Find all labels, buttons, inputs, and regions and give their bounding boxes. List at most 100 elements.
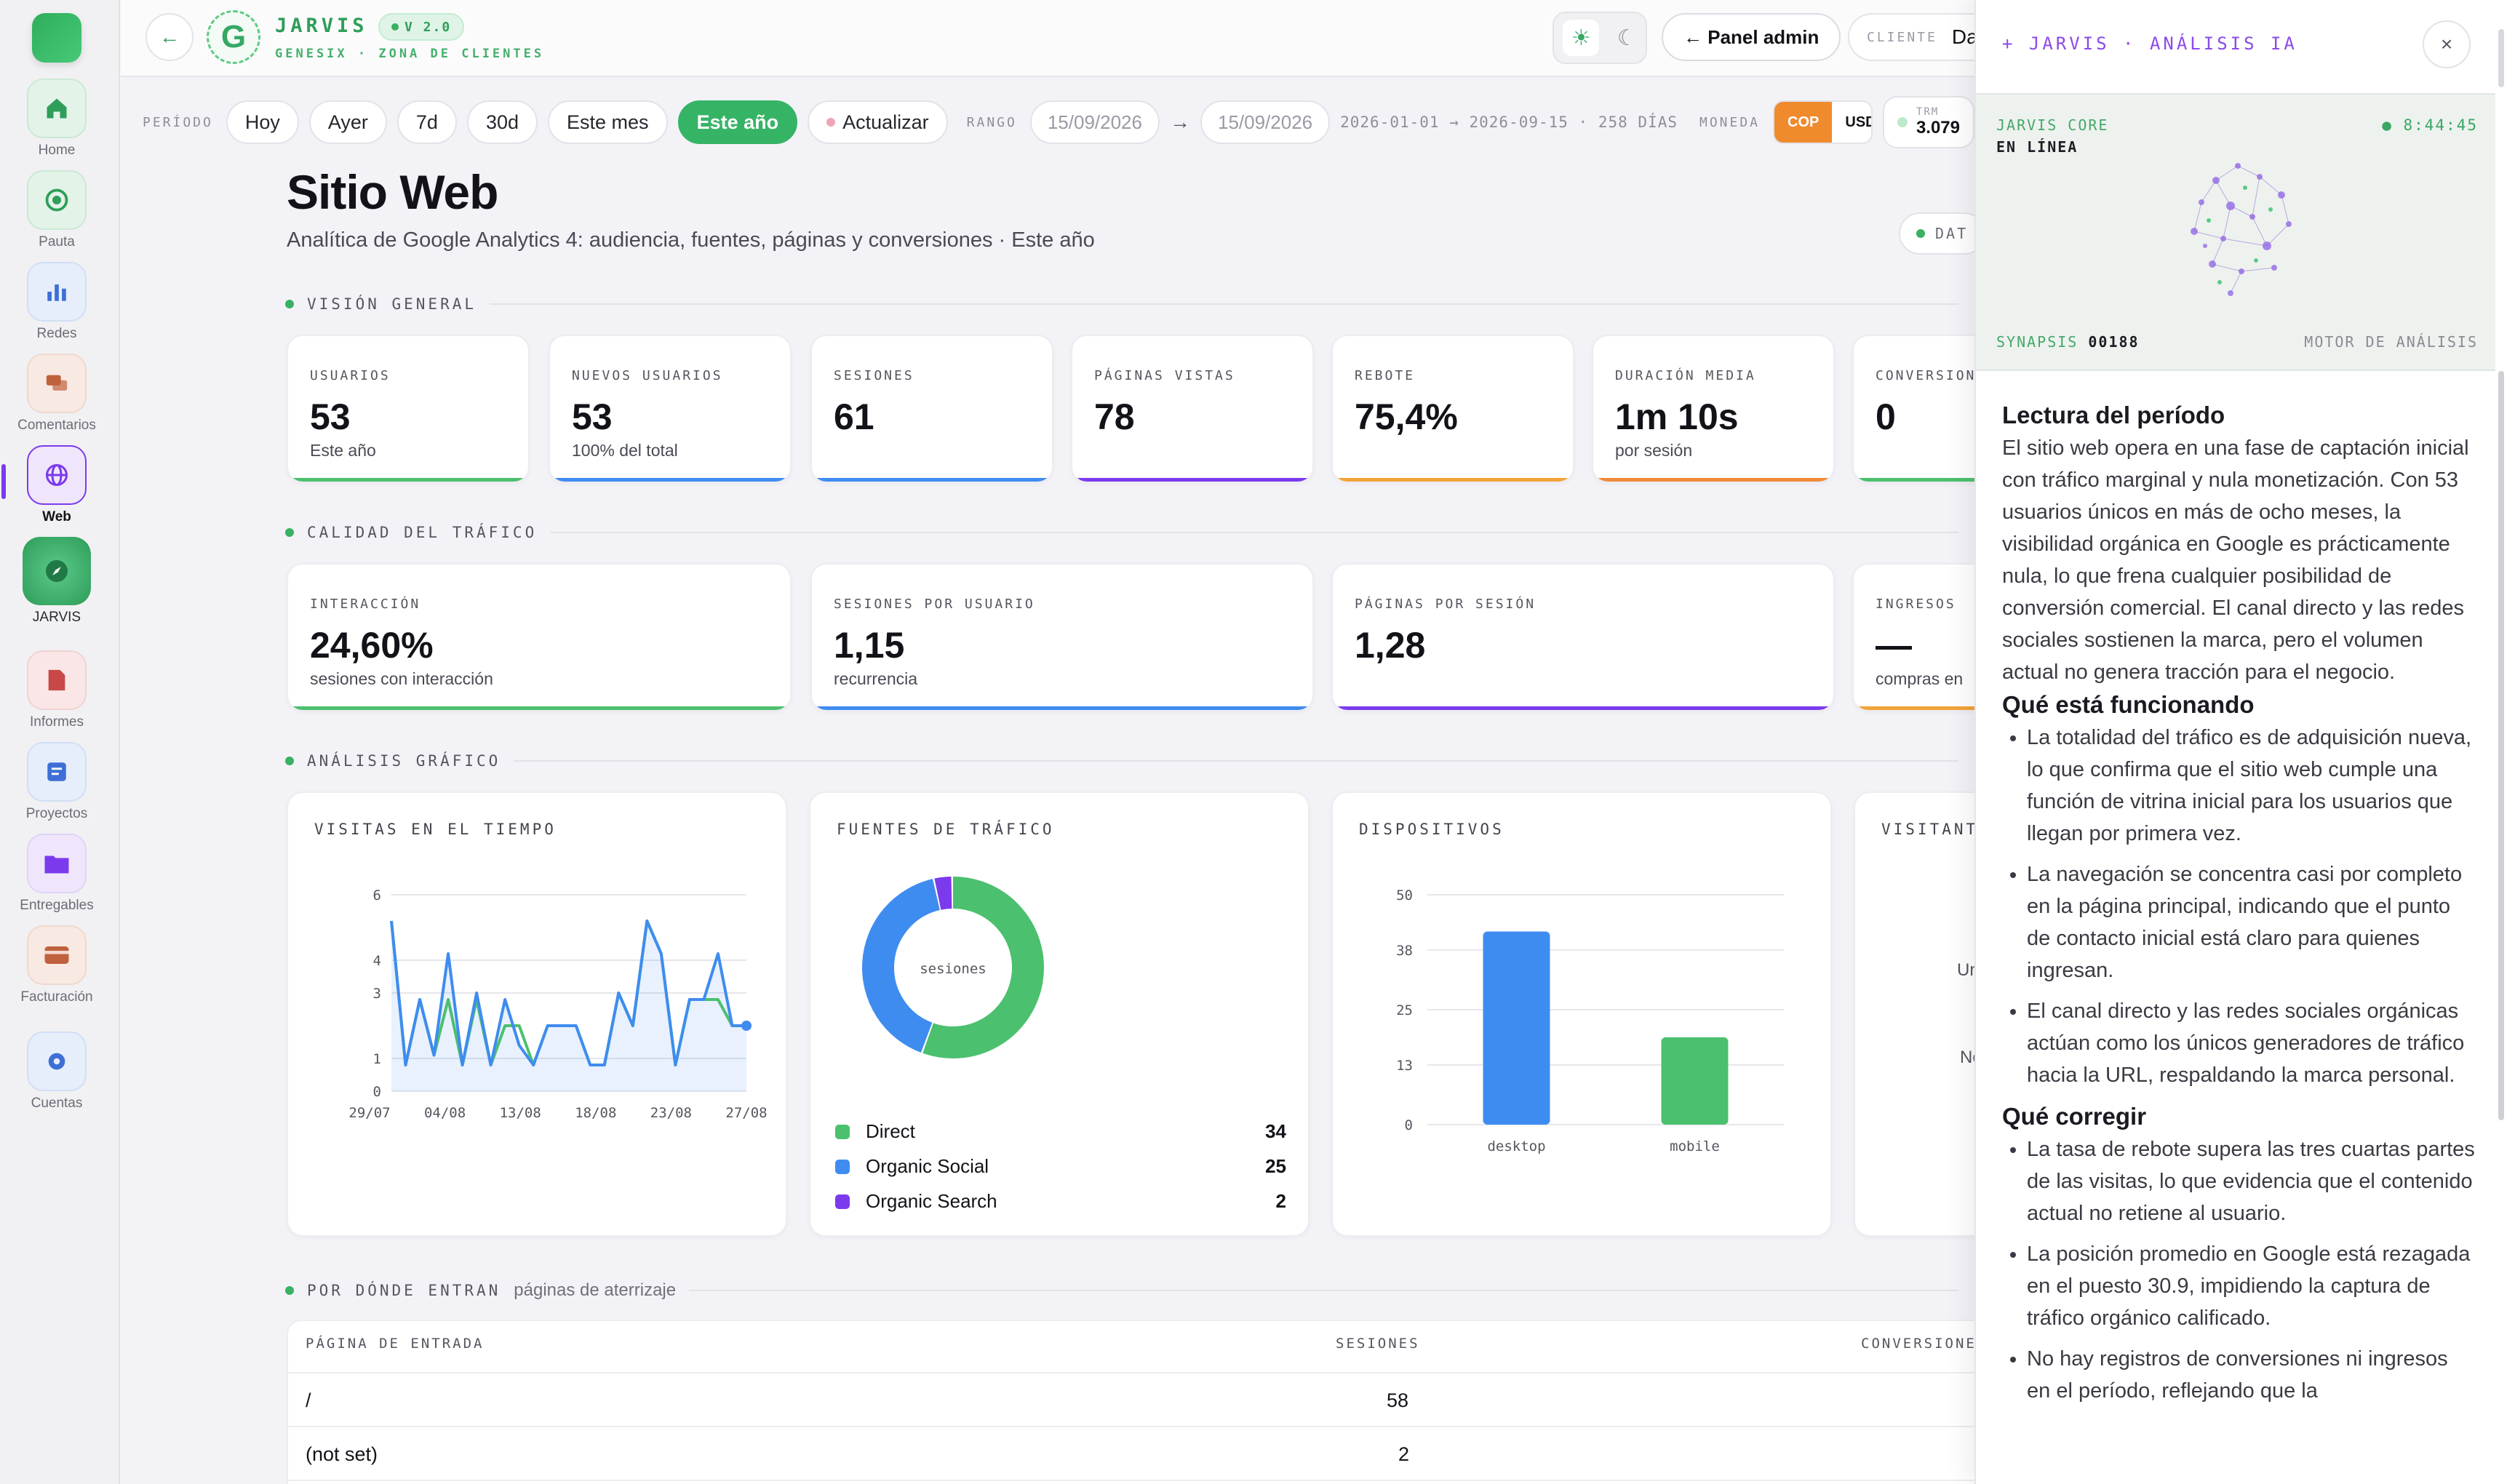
period-label: PERÍODO (143, 114, 213, 130)
visits-chart-card: VISITAS EN EL TIEMPO 0 1 3 4 6 29/07 04/08 13/0… (287, 791, 787, 1237)
rail-item-web[interactable]: Web (0, 445, 113, 525)
rail-item-comentarios[interactable]: Comentarios (0, 354, 113, 434)
table-row[interactable] (288, 1480, 1974, 1484)
bar-chart-icon (27, 262, 87, 322)
x-tick-label: 23/08 (650, 1105, 692, 1121)
legend-value: 34 (1265, 1120, 1286, 1142)
rail-item-home[interactable]: Home (0, 79, 113, 159)
list-item: No hay registros de conversiones ni ingr… (2027, 1343, 2475, 1407)
period-hoy[interactable]: Hoy (226, 100, 299, 144)
section-title: VISIÓN GENERAL (307, 295, 477, 313)
back-button[interactable]: ← (146, 13, 194, 61)
core-time: ● 8:44:45 (2382, 116, 2478, 134)
period-7d[interactable]: 7d (396, 100, 457, 144)
scrollbar[interactable] (2498, 371, 2504, 1120)
rail-item-jarvis[interactable]: JARVIS (0, 537, 113, 626)
section-dot (285, 757, 294, 765)
rail-label: JARVIS (32, 610, 81, 625)
refresh-dot-icon (826, 118, 836, 127)
currency-cop[interactable]: COP (1774, 102, 1833, 143)
client-selector[interactable]: CLIENTE Da (1848, 13, 1993, 61)
synapsis-counter: SYNAPSIS 00188 (1996, 333, 2140, 351)
kpi-label: SESIONES (834, 368, 914, 383)
kpi-accent-bar (1072, 478, 1312, 482)
section-title: POR DÓNDE ENTRAN (307, 1282, 501, 1299)
kpi-card: REBOTE 75,4% (1331, 335, 1574, 483)
kpi-label: PÁGINAS VISTAS (1094, 368, 1235, 383)
scrollbar[interactable] (2498, 29, 2504, 87)
currency-toggle: COP USD (1773, 100, 1873, 144)
kpi-card: SESIONES 61 (810, 335, 1053, 483)
analysis-heading: Lectura del período (2002, 402, 2225, 428)
kpi-value: 1,15 (834, 625, 905, 666)
date-to-input[interactable]: 15/09/2026 (1200, 100, 1331, 144)
period-este-ano[interactable]: Este año (677, 100, 798, 144)
section-entries: POR DÓNDE ENTRAN páginas de aterrizaje (285, 1280, 1958, 1301)
rail-item-facturacion[interactable]: Facturación (0, 925, 113, 1005)
section-title: CALIDAD DEL TRÁFICO (307, 524, 538, 541)
period-este-mes[interactable]: Este mes (548, 100, 668, 144)
main-content: Sitio Web Analítica de Google Analytics … (121, 164, 1974, 1484)
series-line (390, 919, 746, 1066)
rail-label: Cuentas (31, 1096, 83, 1111)
section-divider (689, 1290, 1958, 1291)
y-tick-label: 50 (1396, 887, 1413, 903)
y-tick-label: 0 (373, 1084, 381, 1100)
kpi-card: NUEVOS USUARIOS 53 100% del total (549, 335, 792, 483)
moon-icon[interactable]: ☾ (1617, 25, 1637, 50)
list-item: El canal directo y las redes sociales or… (2027, 995, 2475, 1091)
kpi-sub: Este año (310, 441, 376, 460)
currency-usd[interactable]: USD (1845, 113, 1871, 130)
left-rail: Home Pauta Redes Comentarios Web JARVIS (0, 0, 120, 1484)
rail-item-cuentas[interactable]: Cuentas (0, 1032, 113, 1112)
y-tick-label: 4 (373, 953, 381, 969)
range-label: RANGO (966, 114, 1017, 130)
sun-icon[interactable]: ☀ (1563, 20, 1600, 56)
rail-item-redes[interactable]: Redes (0, 262, 113, 342)
panel-admin-button[interactable]: ← Panel admin (1662, 13, 1841, 61)
trm-value: 3.079 (1916, 118, 1960, 137)
close-button[interactable]: × (2423, 20, 2471, 68)
kpi-accent-bar (812, 478, 1052, 482)
folder-icon (27, 834, 87, 893)
theme-toggle[interactable]: ☀ ☾ (1553, 12, 1647, 64)
table-row[interactable]: (not set) 2 (288, 1426, 1974, 1480)
x-tick-label: 13/08 (500, 1105, 541, 1121)
rail-item-pauta[interactable]: Pauta (0, 170, 113, 250)
pie-slice (922, 877, 1044, 1058)
list-item: La posición promedio en Google está reza… (2027, 1238, 2475, 1334)
rail-item-informes[interactable]: Informes (0, 650, 113, 730)
entries-table: PÁGINA DE ENTRADA SESIONES CONVERSIONES … (287, 1320, 1974, 1484)
x-tick-label: 18/08 (575, 1105, 616, 1121)
working-list: La totalidad del tráfico es de adquisici… (2027, 722, 2475, 1091)
legend-item: Organic Social 25 (835, 1155, 1286, 1178)
kpi-value: 53 (572, 396, 613, 437)
comment-icon (27, 354, 87, 413)
brand-name: JARVIS (275, 15, 368, 37)
chart-title: VISITAS EN EL TIEMPO (314, 821, 557, 838)
section-quality: CALIDAD DEL TRÁFICO (285, 524, 1958, 541)
kpi-card: DURACIÓN MEDIA 1m 10s por sesión (1592, 335, 1835, 483)
synapsis-value: 00188 (2088, 333, 2140, 351)
traffic-sources-card: FUENTES DE TRÁFICO sesiones Direct 34 Or… (809, 791, 1310, 1237)
table-row[interactable]: / 58 (288, 1372, 1974, 1426)
period-30d[interactable]: 30d (466, 100, 538, 144)
date-from-input[interactable]: 15/09/2026 (1029, 100, 1160, 144)
refresh-button[interactable]: Actualizar (808, 100, 948, 144)
app-logo[interactable] (32, 13, 81, 63)
period-ayer[interactable]: Ayer (308, 100, 387, 144)
rail-item-proyectos[interactable]: Proyectos (0, 742, 113, 822)
section-note: páginas de aterrizaje (514, 1280, 677, 1300)
badge-text: DAT (1935, 225, 1969, 242)
rail-item-entregables[interactable]: Entregables (0, 834, 113, 914)
kpi-accent-bar (1854, 706, 1974, 710)
legend-label: Organic Search (866, 1190, 997, 1212)
account-icon (27, 1032, 87, 1091)
section-dot (285, 300, 294, 308)
kpi-accent-bar (1854, 478, 1974, 482)
column-header: CONVERSIONES (1861, 1336, 1974, 1352)
kpi-label: INTERACCIÓN (310, 597, 421, 612)
kpi-value: 75,4% (1355, 396, 1458, 437)
data-source-badge[interactable]: DAT (1899, 212, 1974, 255)
y-tick-label: 3 (373, 986, 381, 1002)
